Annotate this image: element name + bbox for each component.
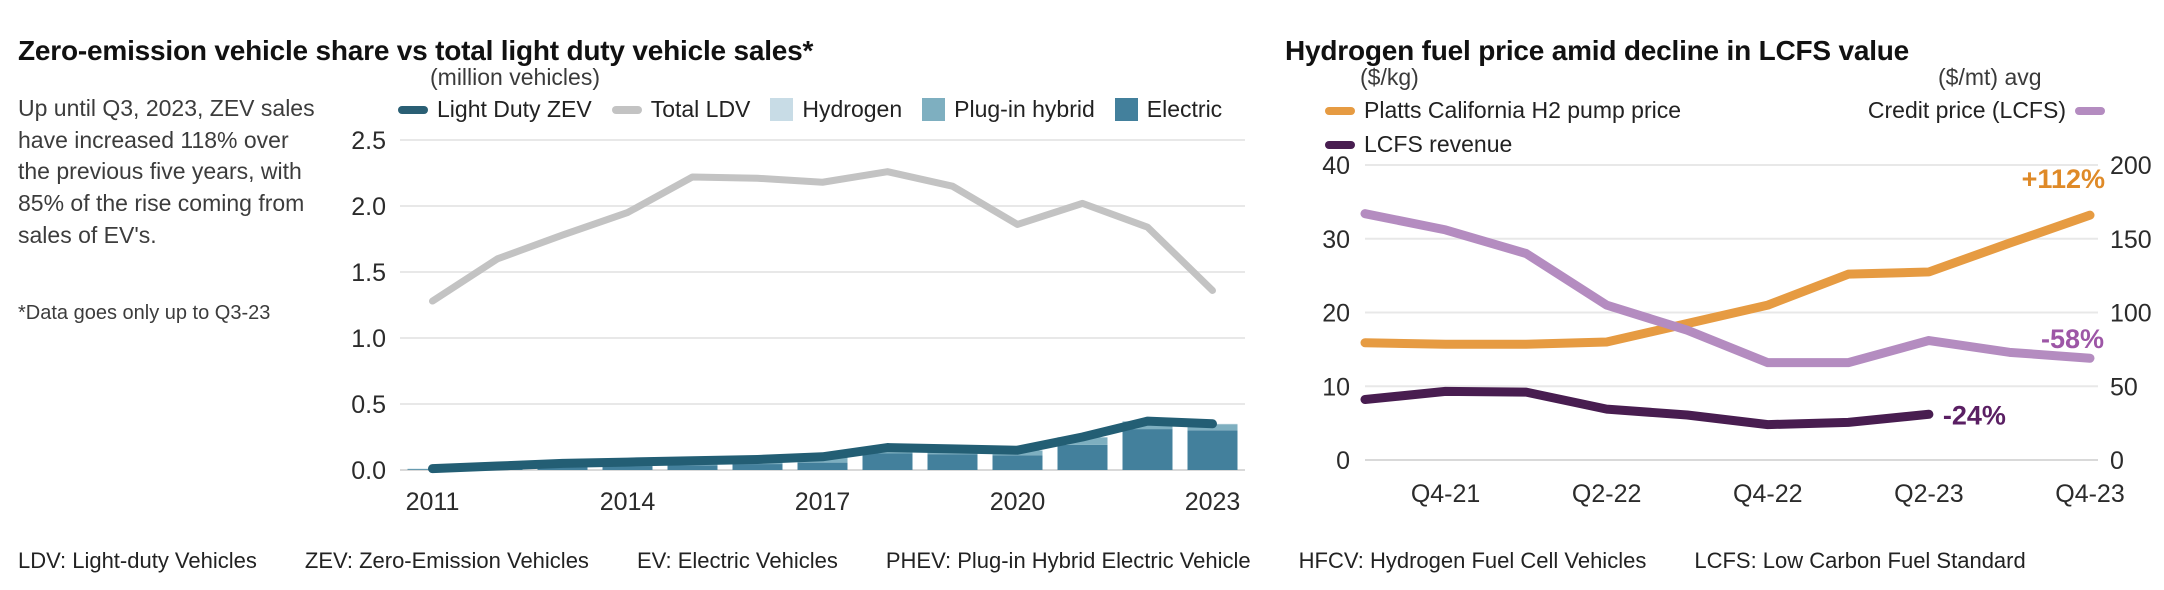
bar-segment-electric: [602, 466, 653, 470]
bar-segment-electric: [667, 465, 718, 470]
x-axis-tick-label: 2017: [795, 488, 851, 516]
left-chart-gridlines: [400, 139, 1245, 471]
legend-swatch-credit-price-lcfs: [2075, 106, 2105, 115]
bar-segment-electric: [862, 453, 913, 470]
y-axis-tick-label: 0.0: [351, 457, 386, 485]
bar-segment-electric: [992, 455, 1043, 470]
legend-swatch-hydrogen: [770, 98, 794, 121]
x-axis-tick-label: Q4-23: [2055, 480, 2124, 508]
abbreviation-phev: PHEV: Plug-in Hybrid Electric Vehicle: [885, 548, 1251, 573]
abbreviation-lcfs: LCFS: Low Carbon Fuel Standard: [1694, 548, 2026, 573]
left-axis-tick-label: 20: [1322, 300, 1350, 328]
left-chart-legend: Light Duty ZEV Total LDV Hydrogen Plug-in h…: [398, 96, 1222, 123]
legend-label: Hydrogen: [802, 96, 903, 122]
legend-label: Electric: [1146, 96, 1223, 122]
right-chart-legend-credit-price: Credit price (LCFS): [1868, 97, 2105, 124]
right-chart-legend-platts: Platts California H2 pump price: [1325, 97, 1681, 124]
annotation-lcfs-revenue: -24%: [1943, 400, 2006, 430]
line-platts-california-h2-pump-price: [1360, 210, 2095, 349]
legend-label: Platts California H2 pump price: [1364, 97, 1682, 123]
right-axis-tick-label: 0: [2110, 447, 2124, 475]
right-chart-legend-lcfs-revenue: LCFS revenue: [1325, 131, 1512, 158]
right-chart-left-axis-unit: ($/kg): [1360, 64, 1419, 90]
legend-item-credit-price-lcfs: Credit price (LCFS): [1868, 97, 2105, 124]
x-axis-tick-label: 2014: [600, 488, 656, 516]
legend-item-electric: Electric: [1114, 96, 1223, 123]
x-axis-tick-label: 2023: [1185, 488, 1241, 516]
legend-item-lcfs-revenue: LCFS revenue: [1325, 131, 1512, 158]
bar-segment-electric: [1187, 430, 1238, 470]
legend-swatch-lcfs-revenue: [1325, 140, 1355, 149]
legend-swatch-plug-in-hybrid: [922, 98, 946, 121]
legend-label: LCFS revenue: [1364, 131, 1513, 157]
left-y-axis-unit: (million vehicles): [430, 64, 600, 90]
legend-swatch-total-ldv: [611, 105, 642, 114]
y-axis-tick-label: 1.0: [351, 325, 386, 353]
line-credit-price-lcfs: [1360, 209, 2095, 368]
hydrogen-price-chart: 0 0 10 50 20 100 30 150 40 200+112% -24% -58% Q4-21 Q…: [1322, 152, 2152, 508]
x-axis-tick-label: Q4-21: [1411, 480, 1480, 508]
left-axis-tick-label: 10: [1322, 373, 1350, 401]
legend-item-platts-california-h2-pump-price: Platts California H2 pump price: [1325, 97, 1681, 124]
legend-label: Credit price (LCFS): [1867, 97, 2066, 123]
bar-segment-electric: [1057, 444, 1108, 470]
left-axis-tick-label: 30: [1322, 226, 1350, 254]
legend-label: Total LDV: [650, 96, 751, 122]
bar-segment-electric: [797, 462, 848, 470]
legend-swatch-platts-california-h2-pump-price: [1325, 106, 1355, 115]
y-axis-tick-label: 2.5: [351, 127, 386, 155]
legend-label: Light Duty ZEV: [437, 96, 592, 122]
bar-segment-electric: [732, 464, 783, 470]
y-axis-tick-label: 2.0: [351, 193, 386, 221]
x-axis-tick-label: Q2-22: [1572, 480, 1641, 508]
x-axis-tick-label: Q4-22: [1733, 480, 1802, 508]
y-axis-tick-label: 0.5: [351, 391, 386, 419]
legend-swatch-electric: [1114, 98, 1138, 121]
left-chart-footnote: *Data goes only up to Q3-23: [18, 302, 271, 324]
legend-label: Plug-in hybrid: [954, 96, 1095, 122]
right-axis-tick-label: 200: [2110, 152, 2152, 180]
right-axis-tick-label: 50: [2110, 373, 2138, 401]
left-chart-title: Zero-emission vehicle share vs total lig…: [18, 35, 814, 67]
right-chart-title: Hydrogen fuel price amid decline in LCFS…: [1285, 35, 1910, 67]
line-total-ldv: [429, 168, 1216, 305]
x-axis-tick-label: 2011: [406, 488, 460, 516]
abbreviation-ldv: LDV: Light-duty Vehicles: [18, 548, 257, 573]
abbreviation-ev: EV: Electric Vehicles: [636, 548, 838, 573]
left-chart-annotation: Up until Q3, 2023, ZEV sales have increa…: [18, 95, 315, 248]
legend-item-hydrogen: Hydrogen: [770, 96, 902, 123]
left-axis-tick-label: 0: [1336, 447, 1350, 475]
annotation-credit-price-lcfs: -58%: [2041, 324, 2104, 354]
right-chart-right-axis-unit: ($/mt) avg: [1938, 64, 2042, 90]
right-axis-tick-label: 100: [2110, 300, 2152, 328]
abbreviation-hfcv: HFCV: Hydrogen Fuel Cell Vehicles: [1298, 548, 1647, 573]
abbreviation-zev: ZEV: Zero-Emission Vehicles: [304, 548, 589, 573]
legend-item-total-ldv: Total LDV: [611, 96, 751, 123]
x-axis-tick-label: Q2-23: [1894, 480, 1963, 508]
left-axis-tick-label: 40: [1322, 152, 1350, 180]
legend-item-plug-in-hybrid: Plug-in hybrid: [922, 96, 1095, 123]
abbreviation-footer: LDV: Light-duty Vehicles ZEV: Zero-Emissi…: [18, 548, 2026, 574]
x-axis-tick-label: 2020: [990, 488, 1046, 516]
line-lcfs-revenue: [1360, 386, 1934, 430]
legend-swatch-light-duty-zev: [398, 105, 428, 114]
annotation-platts-california-h2-pump-price: +112%: [2022, 164, 2105, 194]
bar-segment-electric: [537, 466, 588, 470]
right-axis-tick-label: 150: [2110, 226, 2152, 254]
bar-segment-electric: [1122, 429, 1173, 470]
zev-sales-chart: 0.0 0.5 1.0 1.5 2.0 2.5 2011 2014 2017 2020 2023: [351, 127, 1245, 516]
bar-segment-electric: [927, 454, 978, 470]
y-axis-tick-label: 1.5: [351, 259, 386, 287]
legend-item-light-duty-zev: Light Duty ZEV: [398, 96, 592, 123]
line-light-duty-zev: [428, 416, 1217, 474]
